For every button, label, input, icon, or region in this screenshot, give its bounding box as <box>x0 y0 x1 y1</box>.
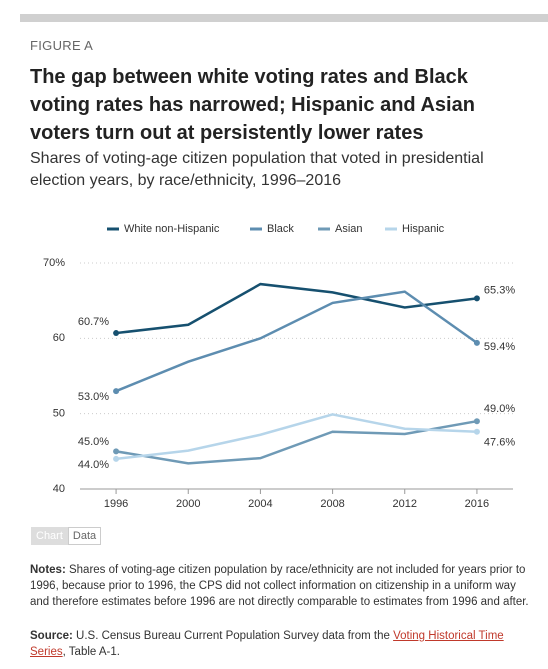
x-tick-label: 2016 <box>465 498 489 510</box>
source-link[interactable]: Voting Historical Time Series <box>30 630 504 658</box>
data-label: 53.0% <box>78 391 109 403</box>
legend-label: Asian <box>335 223 363 235</box>
notes: Notes: Shares of voting-age citizen popu… <box>30 562 530 610</box>
data-label: 60.7% <box>78 316 109 328</box>
notes-text: Shares of voting-age citizen population … <box>30 564 529 608</box>
series-line <box>115 290 478 393</box>
x-tick-label: 2000 <box>176 498 200 510</box>
source: Source: U.S. Census Bureau Current Popul… <box>30 628 530 660</box>
point <box>473 418 480 425</box>
data-label: 49.0% <box>484 403 515 415</box>
top-bar <box>20 14 548 22</box>
legend-label: Black <box>267 223 294 235</box>
view-tabs: Chart Data <box>31 527 102 545</box>
data-label: 47.6% <box>484 437 515 449</box>
point <box>473 339 480 346</box>
data-tab[interactable]: Data <box>67 527 102 545</box>
series-line <box>115 282 478 335</box>
legend-label: White non-Hispanic <box>124 223 220 235</box>
point <box>113 330 120 337</box>
point <box>473 428 480 435</box>
x-tick-label: 2008 <box>320 498 344 510</box>
x-tick-label: 1996 <box>104 498 128 510</box>
source-text: U.S. Census Bureau Current Population Su… <box>76 630 390 642</box>
chart-subtitle: Shares of voting-age citizen population … <box>30 150 484 189</box>
chart-tab[interactable]: Chart <box>31 527 68 545</box>
notes-label: Notes: <box>30 564 66 576</box>
y-tick-label: 40 <box>53 483 65 495</box>
data-label: 44.0% <box>78 459 109 471</box>
point <box>473 295 480 302</box>
source-label: Source: <box>30 630 73 642</box>
data-label: 65.3% <box>484 284 515 296</box>
x-tick-label: 2004 <box>248 498 272 510</box>
chart-title: The gap between white voting rates and B… <box>30 66 475 144</box>
figure-label: FIGURE A <box>30 38 94 53</box>
series-line <box>115 419 478 465</box>
point <box>113 388 120 395</box>
point <box>113 448 120 455</box>
y-tick-label: 50 <box>53 408 65 420</box>
data-label: 59.4% <box>484 341 515 353</box>
source-tail: , Table A-1. <box>62 646 120 658</box>
data-label: 45.0% <box>78 436 109 448</box>
series-line <box>115 413 477 461</box>
legend-label: Hispanic <box>402 223 445 235</box>
y-tick-label: 60 <box>53 332 65 344</box>
point <box>113 455 120 462</box>
x-tick-label: 2012 <box>393 498 417 510</box>
y-tick-label: 70% <box>43 257 65 269</box>
chart: White non-Hispanic Black Asian Hispanic 70% 6… <box>43 223 515 510</box>
